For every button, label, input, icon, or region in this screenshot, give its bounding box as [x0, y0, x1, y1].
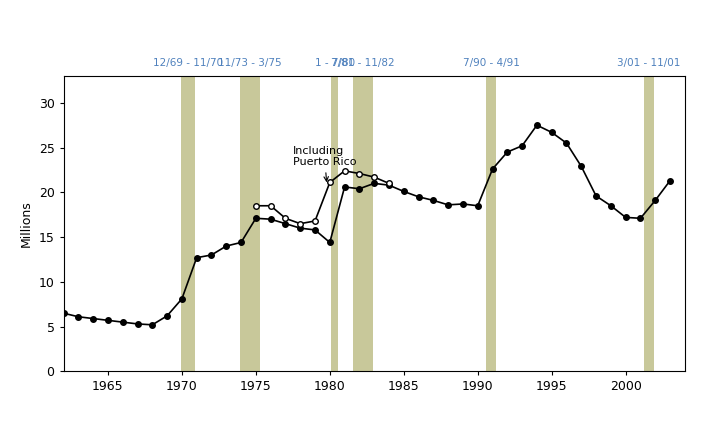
Text: 3/01 - 11/01: 3/01 - 11/01: [617, 57, 681, 68]
Text: 7/90 - 4/91: 7/90 - 4/91: [463, 57, 520, 68]
Bar: [353, 76, 373, 371]
Bar: [181, 76, 196, 371]
Bar: [331, 76, 338, 371]
Bar: [486, 76, 496, 371]
Text: 1 - 7/80: 1 - 7/80: [315, 57, 355, 68]
Y-axis label: Millions: Millions: [20, 200, 33, 247]
Text: 12/69 - 11/70: 12/69 - 11/70: [153, 57, 223, 68]
Text: 7/81 - 11/82: 7/81 - 11/82: [331, 57, 395, 68]
Bar: [644, 76, 654, 371]
Text: 11/73 - 3/75: 11/73 - 3/75: [218, 57, 282, 68]
Text: Including
Puerto Rico: Including Puerto Rico: [293, 146, 357, 181]
Bar: [240, 76, 260, 371]
